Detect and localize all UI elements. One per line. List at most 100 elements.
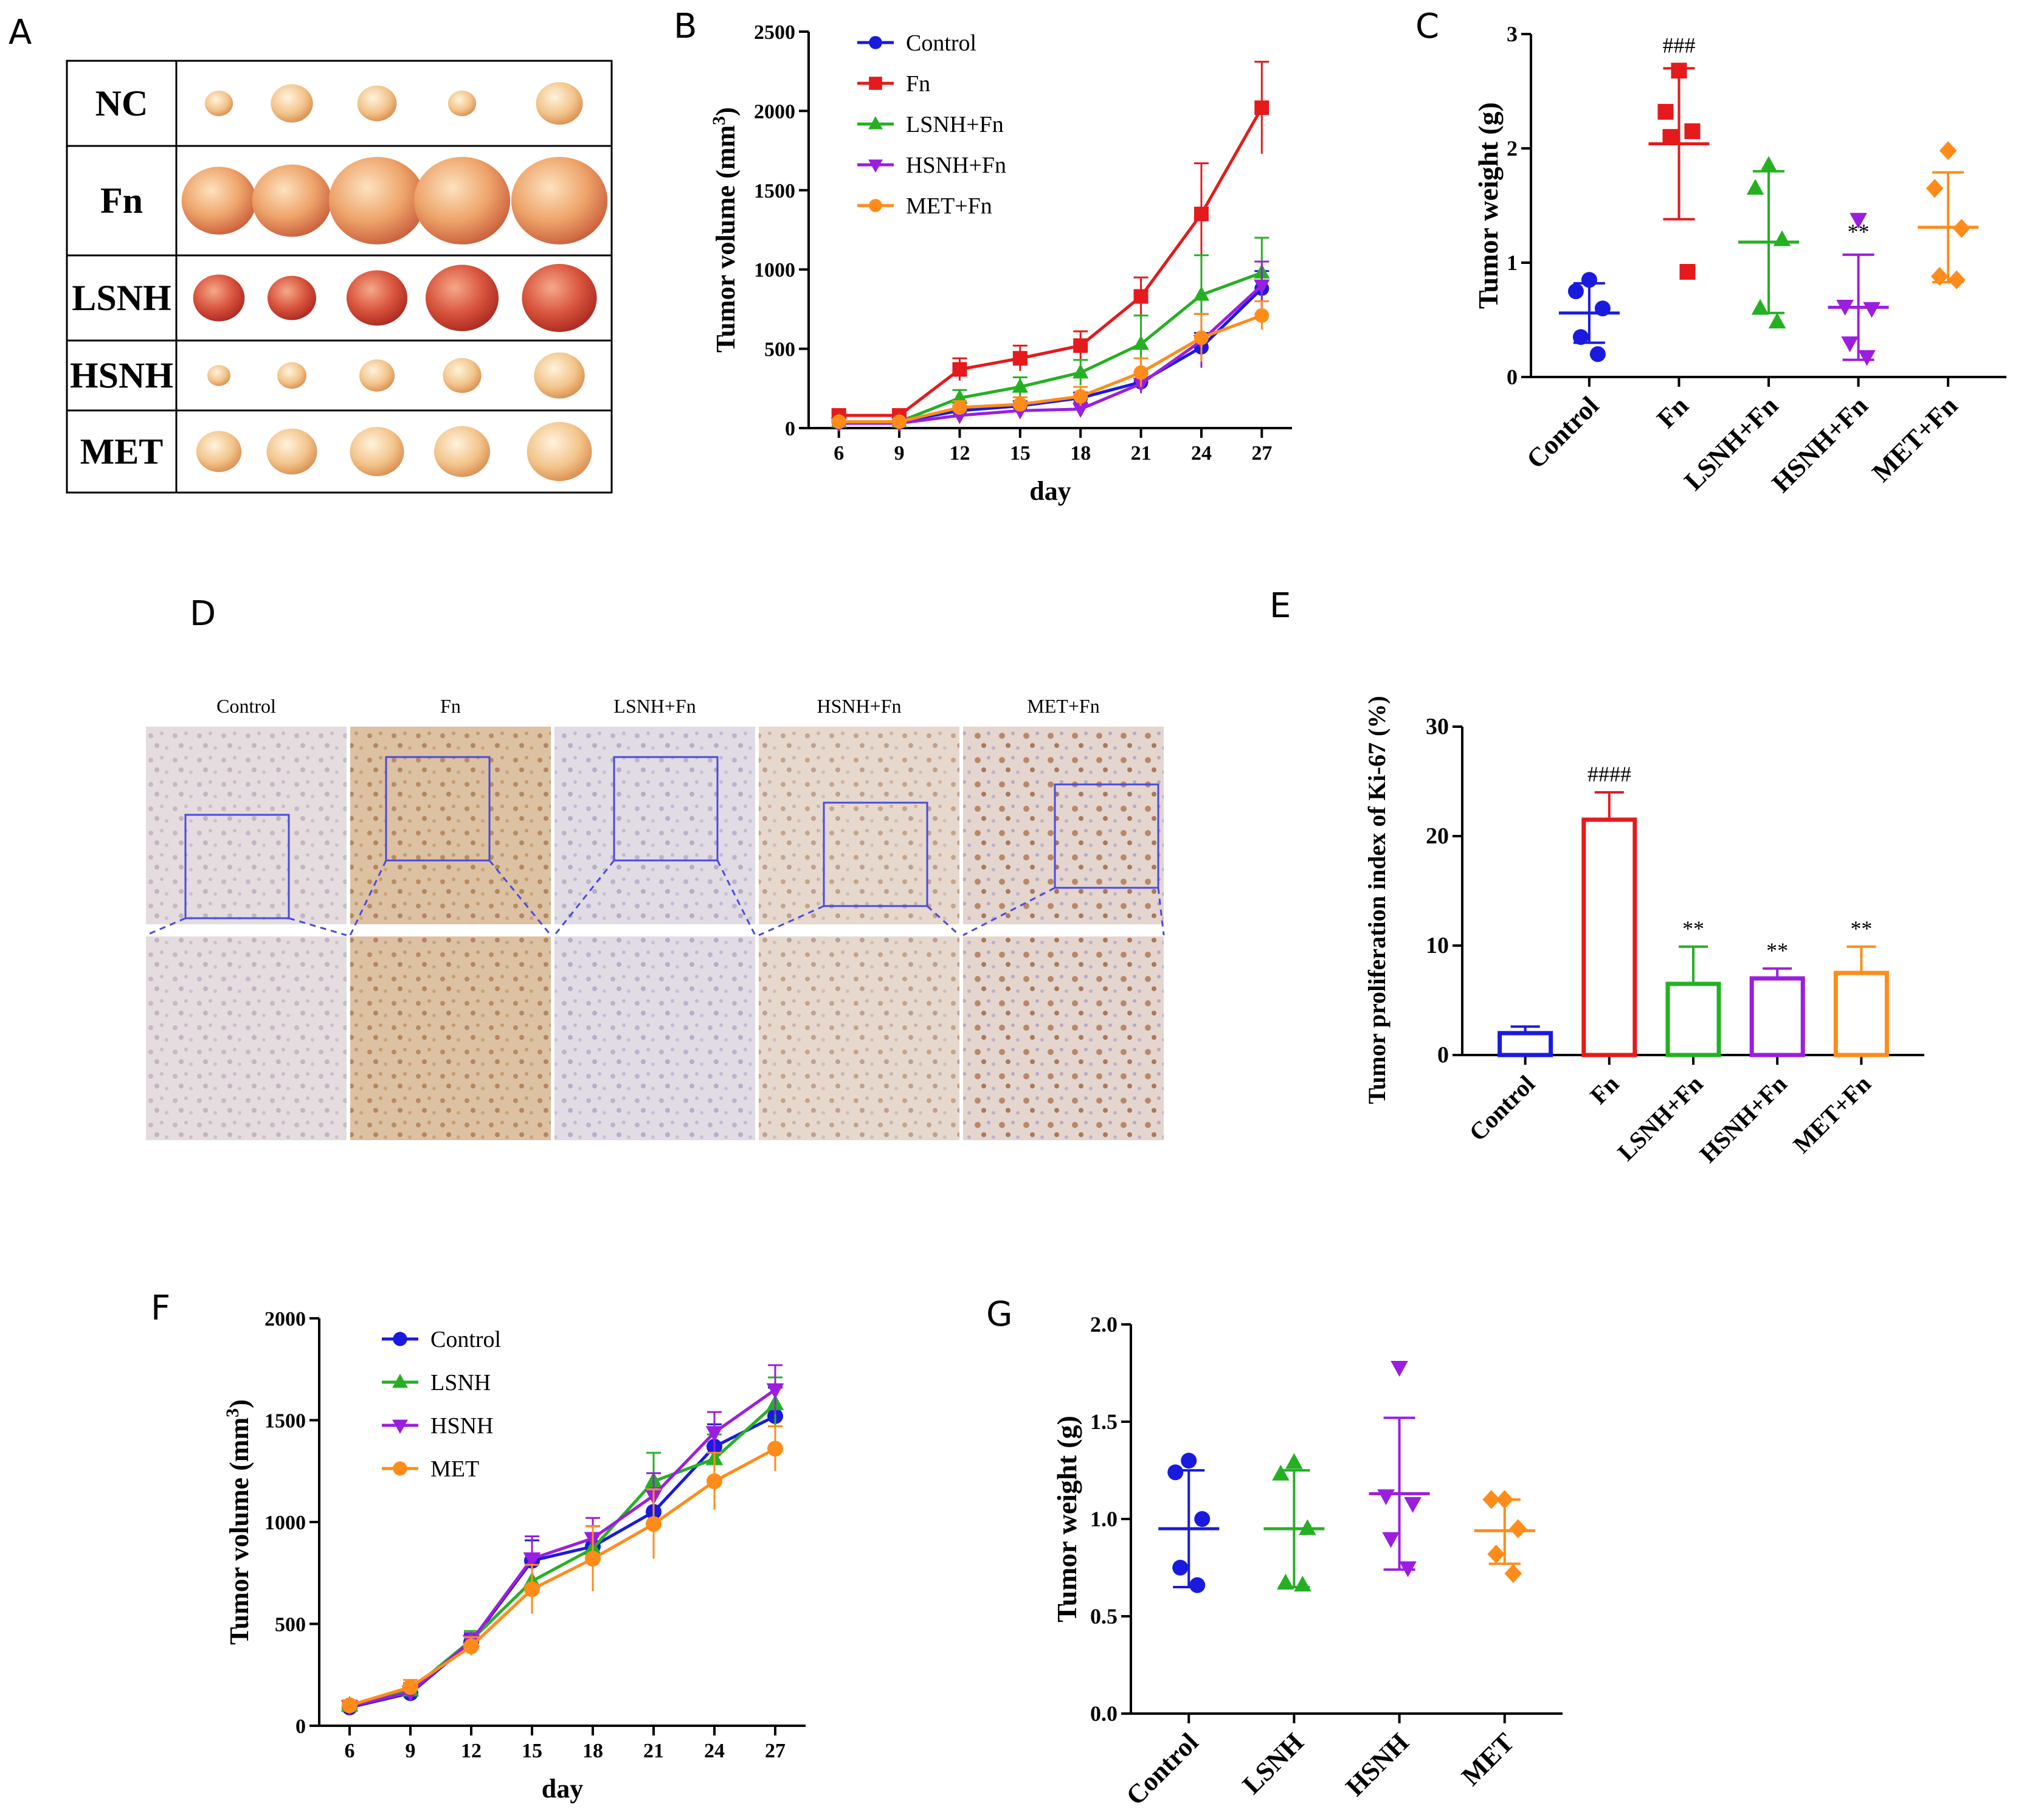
y-tick-label: 2 bbox=[1507, 136, 1518, 161]
x-tick-label: 12 bbox=[949, 442, 970, 465]
panel-a-tumor-lsnh-3 bbox=[346, 270, 408, 326]
group-control bbox=[1558, 272, 1620, 362]
legend-label: LSNH bbox=[430, 1370, 491, 1396]
group-hsnh bbox=[1369, 1361, 1430, 1577]
bar-lsnh-fn bbox=[1665, 981, 1721, 1057]
panel-d-overview-image bbox=[963, 727, 1164, 924]
x-tick-label: HSNH+Fn bbox=[1694, 1070, 1792, 1168]
bar-met-fn bbox=[1833, 971, 1889, 1057]
legend-label: HSNH bbox=[430, 1413, 493, 1439]
x-tick-label: HSNH+Fn bbox=[1766, 390, 1874, 498]
x-tick-label: 24 bbox=[704, 1740, 725, 1762]
data-point bbox=[1657, 103, 1674, 120]
x-tick-label: Fn bbox=[1651, 390, 1695, 434]
panel-a-tumor-met-3 bbox=[350, 427, 404, 476]
panel-a-tumor-lsnh-1 bbox=[193, 274, 245, 322]
data-point bbox=[1073, 389, 1088, 404]
legend-label: MET bbox=[430, 1456, 479, 1482]
chart-f-tumor-volume: 0 500 1000 1500 2000 6 9 12 15 18 21 24 27 day Tumor v… bbox=[223, 1308, 806, 1804]
data-point bbox=[1254, 279, 1270, 294]
panel-letter-a: A bbox=[9, 13, 32, 52]
data-point bbox=[1382, 1532, 1400, 1548]
panel-a-tumor-lsnh-5 bbox=[522, 264, 597, 332]
panel-d-column-label: HSNH+Fn bbox=[817, 695, 902, 717]
data-point bbox=[463, 1638, 479, 1655]
group-lsnh-fn bbox=[1738, 156, 1799, 329]
x-tick-label: 18 bbox=[1070, 442, 1091, 465]
series-fn bbox=[831, 61, 1270, 423]
y-tick-label: 2.0 bbox=[1090, 1312, 1118, 1337]
data-point bbox=[1194, 330, 1209, 345]
significance-label: ** bbox=[1766, 938, 1788, 963]
panel-d-zoom-guide-right bbox=[1157, 887, 1165, 936]
data-point bbox=[1760, 156, 1778, 172]
panel-letter-f: F bbox=[151, 1289, 170, 1328]
group-met bbox=[1474, 1490, 1535, 1583]
x-tick-label: 12 bbox=[461, 1740, 482, 1762]
panel-d-zoom-guide-right bbox=[926, 905, 961, 936]
series-line bbox=[838, 106, 1263, 417]
panel-letter-c: C bbox=[1415, 7, 1439, 46]
legend-marker bbox=[869, 77, 882, 90]
data-point bbox=[1133, 335, 1149, 350]
series-line bbox=[838, 314, 1263, 424]
data-point bbox=[1939, 141, 1957, 161]
chart-g-tumor-weight: 0.0 0.5 1.0 1.5 2.0 Tumor weight (g) Control LS… bbox=[1051, 1312, 1563, 1811]
data-point bbox=[1181, 1453, 1197, 1469]
data-point bbox=[524, 1581, 540, 1597]
panel-d-zoom-guide-right bbox=[716, 860, 756, 936]
data-point bbox=[1299, 1519, 1316, 1535]
data-point bbox=[831, 414, 846, 429]
data-point bbox=[1487, 1545, 1505, 1564]
panel-a-tumor-met-2 bbox=[266, 428, 317, 475]
group-met-fn bbox=[1918, 141, 1979, 289]
data-point bbox=[1189, 1577, 1206, 1593]
series-line bbox=[349, 1447, 776, 1707]
data-point bbox=[952, 389, 968, 404]
data-point bbox=[1391, 1361, 1408, 1377]
panel-a-tumor-hsnh-3 bbox=[359, 359, 395, 392]
data-point bbox=[1594, 300, 1611, 317]
significance-label: ** bbox=[1850, 916, 1872, 941]
data-point bbox=[1572, 329, 1589, 345]
data-point bbox=[1254, 100, 1270, 116]
panel-a-tumor-met-5 bbox=[527, 421, 592, 482]
legend-label: Control bbox=[906, 30, 976, 56]
x-tick-label: 6 bbox=[345, 1740, 355, 1762]
panel-d-roi-box bbox=[1054, 783, 1159, 889]
panel-a-row-label-fn: Fn bbox=[100, 181, 143, 221]
data-point bbox=[342, 1697, 358, 1714]
panel-letter-b: B bbox=[674, 7, 697, 46]
data-point bbox=[1012, 351, 1028, 366]
data-point bbox=[1194, 206, 1209, 221]
data-point bbox=[1254, 308, 1270, 323]
data-point bbox=[1399, 1561, 1417, 1577]
legend-marker bbox=[868, 159, 883, 173]
x-tick-label: MET+Fn bbox=[1788, 1070, 1876, 1158]
data-point bbox=[1773, 230, 1791, 246]
series-line bbox=[838, 284, 1263, 425]
y-tick-label: 0.0 bbox=[1090, 1701, 1118, 1726]
group-fn bbox=[1648, 63, 1710, 280]
significance-label: ** bbox=[1848, 220, 1870, 244]
panel-a-tumor-met-4 bbox=[434, 426, 491, 477]
y-axis-title: Tumor weight (g) bbox=[1051, 1416, 1082, 1622]
legend-label: MET+Fn bbox=[906, 193, 992, 219]
x-axis-title: day bbox=[542, 1774, 583, 1804]
series-line bbox=[838, 271, 1263, 424]
panel-d-roi-box bbox=[823, 801, 928, 907]
x-tick-label: Control bbox=[1463, 1070, 1540, 1147]
panel-d-roi-box bbox=[385, 756, 491, 862]
data-point bbox=[1850, 213, 1867, 229]
x-tick-label: 24 bbox=[1191, 442, 1212, 465]
x-tick-label: Fn bbox=[1584, 1070, 1624, 1110]
data-point bbox=[1072, 364, 1089, 379]
y-tick-label: 2000 bbox=[264, 1308, 306, 1330]
panel-a-tumor-lsnh-2 bbox=[267, 275, 317, 320]
data-point bbox=[1768, 313, 1786, 329]
panel-a-tumor-hsnh-4 bbox=[443, 358, 482, 393]
x-tick-label: 15 bbox=[1010, 442, 1031, 465]
data-point bbox=[1194, 1511, 1211, 1527]
panel-a-tumor-nc-3 bbox=[357, 85, 397, 122]
